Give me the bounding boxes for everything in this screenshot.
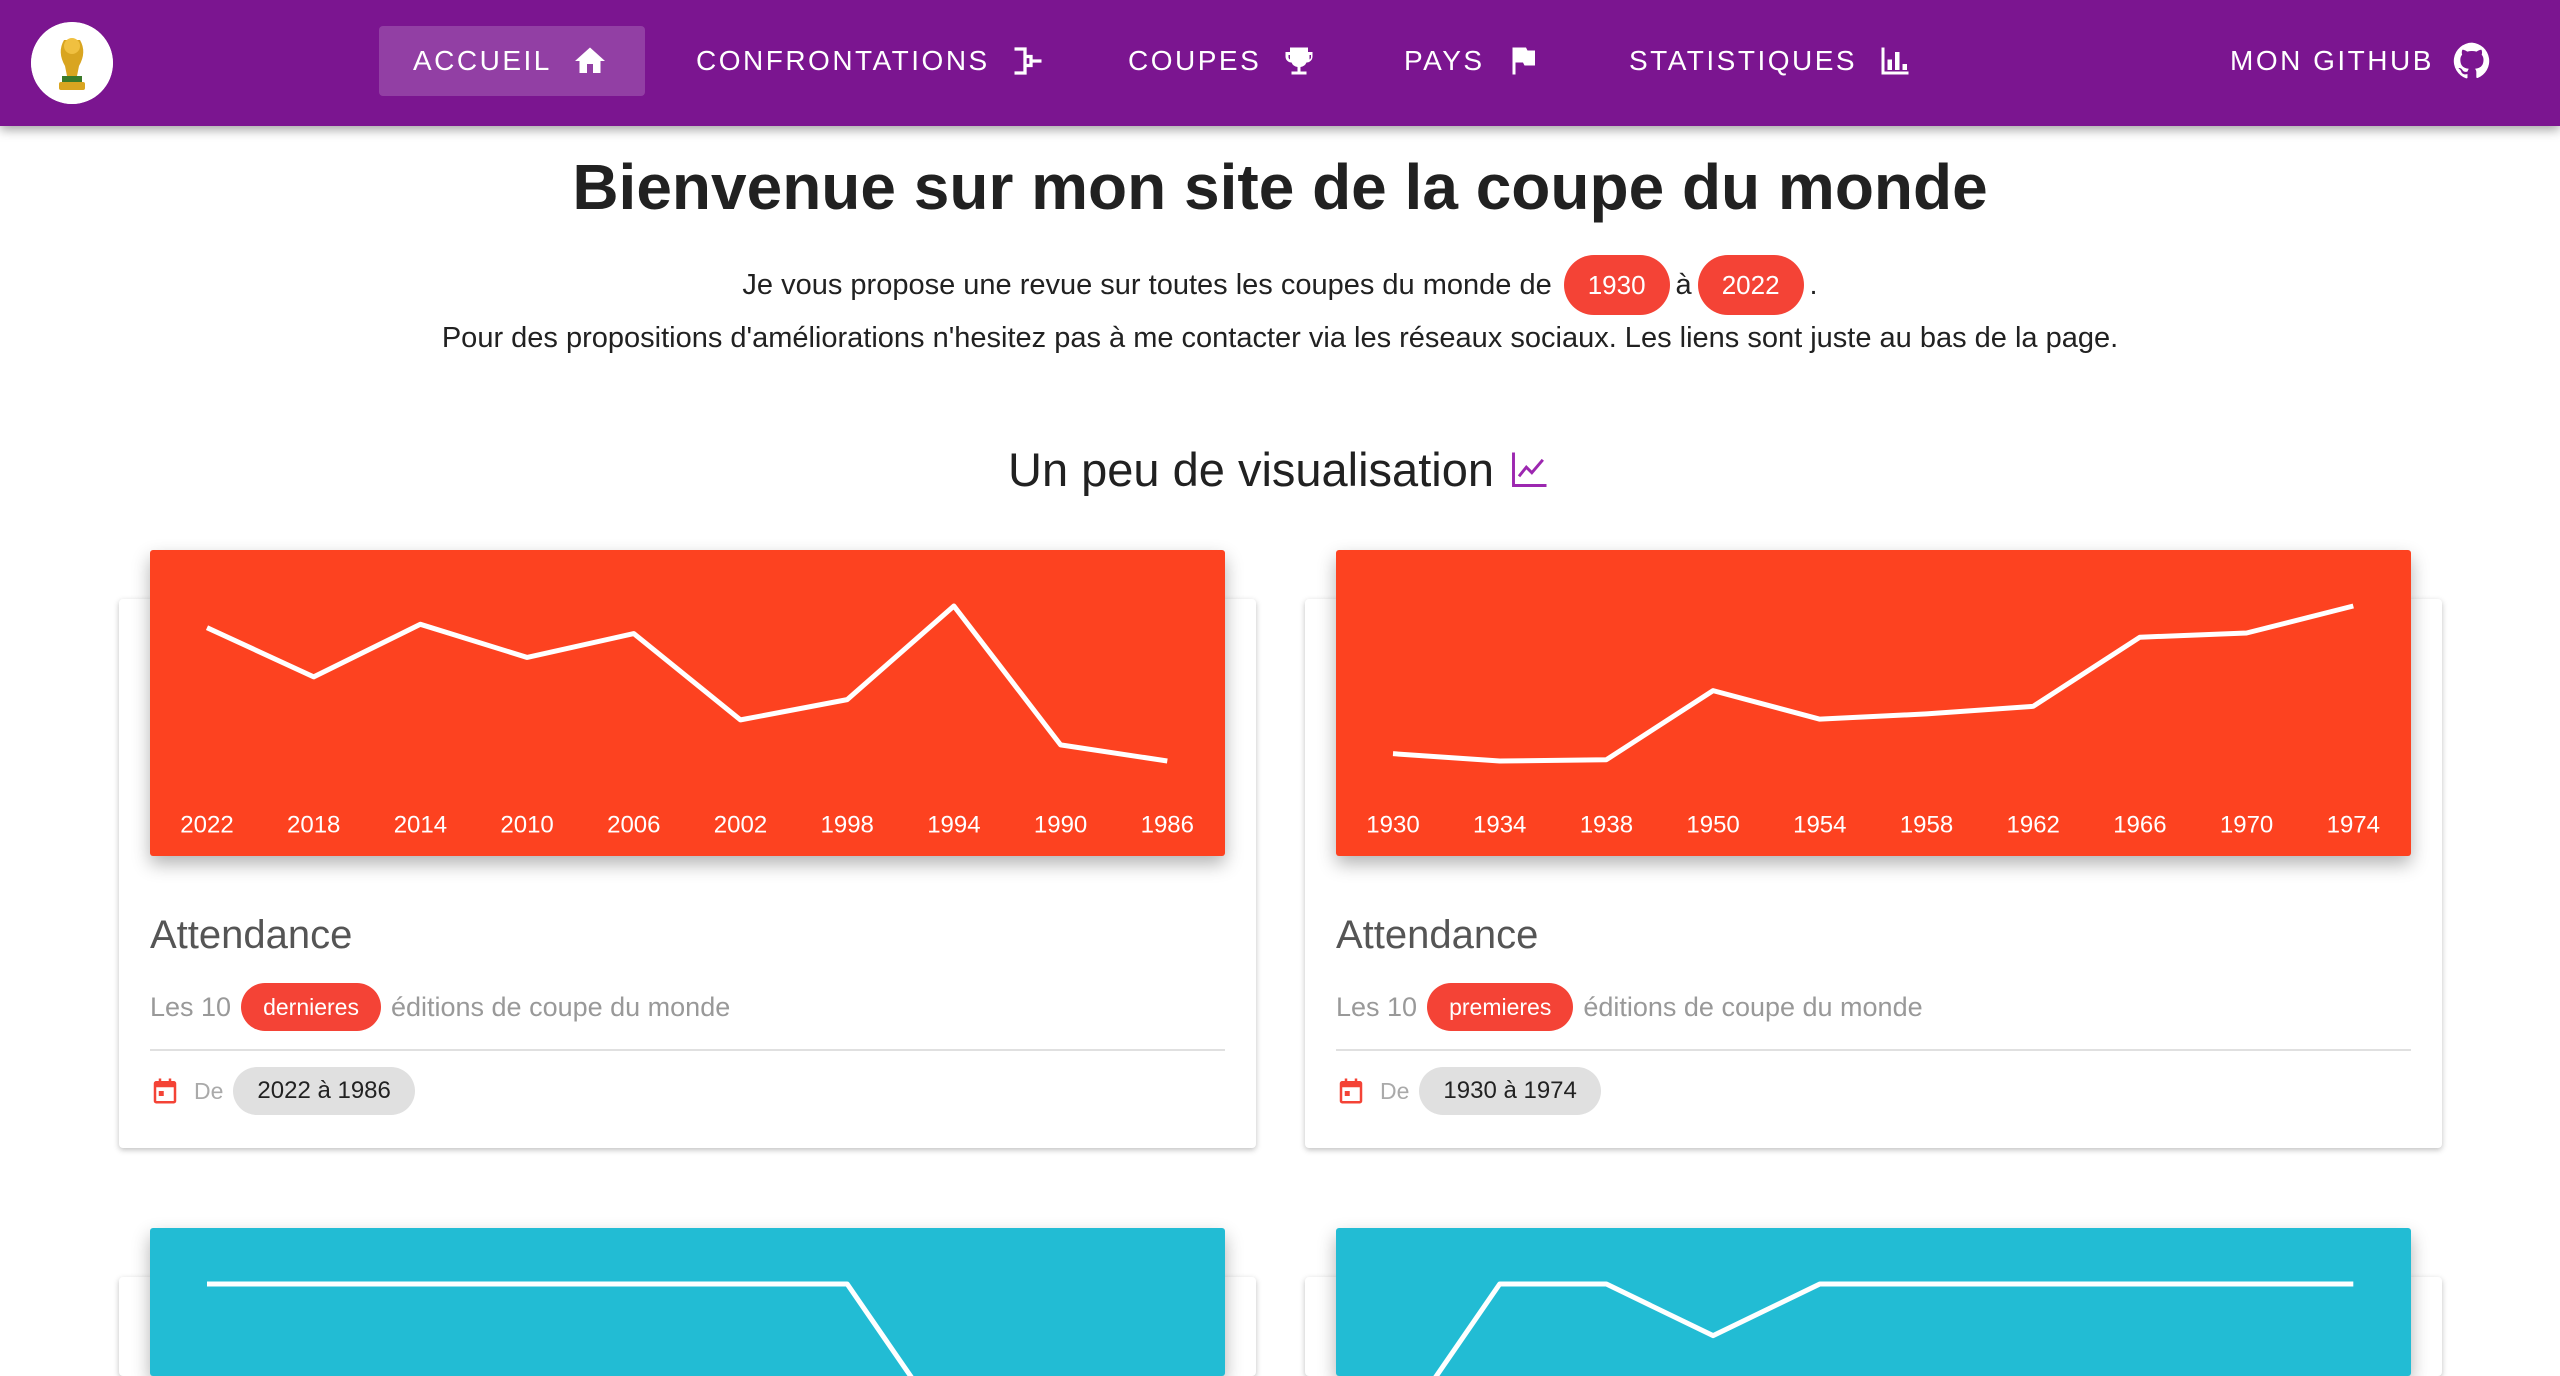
chart-header: [150, 1228, 1225, 1376]
nav-label[interactable]: COUPES: [1128, 45, 1262, 76]
card-subtitle: Les 10 premieres éditions de coupe du mond…: [1336, 983, 1923, 1031]
chart-header: 1930 1934 1938 1950 1954 1958 1962 1966 1970 1974: [1336, 550, 2411, 856]
card-title: Attendance: [150, 913, 353, 957]
x-tick-label: 2018: [287, 811, 340, 838]
x-tick-label: 2022: [180, 811, 233, 838]
intro: Je vous propose une revue sur toutes les…: [0, 255, 2560, 315]
nav-statistiques[interactable]: STATISTIQUES: [1629, 26, 1915, 96]
year-chip: 1930: [1563, 255, 1670, 315]
x-tick-label: 1938: [1580, 811, 1633, 838]
x-tick-label: 1950: [1686, 811, 1739, 838]
highlight-chip: premieres: [1427, 983, 1574, 1031]
x-tick-label: 1994: [927, 811, 980, 838]
card-date: De 1930 à 1974: [1336, 1067, 1601, 1115]
date-prefix: De: [194, 1077, 224, 1104]
contact-text: Pour des propositions d'améliorations n'…: [441, 322, 2119, 354]
chart-header: 2022 2018 2014 2010 2006 2002 1998 1994 1990 1986: [150, 550, 1225, 856]
x-tick-label: 2006: [607, 811, 660, 838]
home-icon: [574, 47, 605, 73]
nav-label[interactable]: CONFRONTATIONS: [696, 45, 990, 76]
nav-accueil[interactable]: ACCUEIL: [413, 26, 610, 96]
divider: [1336, 1049, 2411, 1051]
subtitle-text: Les 10: [1336, 991, 1418, 1022]
intro-text: Je vous propose une revue sur toutes les…: [742, 268, 1552, 301]
chart-header: [1336, 1228, 2411, 1376]
x-tick-label: 1974: [2327, 811, 2380, 838]
github-icon: [2453, 42, 2490, 79]
section-title: Un peu de visualisation: [1008, 442, 1494, 496]
calendar-shape: [1339, 1078, 1363, 1104]
nav-confrontations[interactable]: CONFRONTATIONS: [696, 26, 1048, 96]
x-tick-label: 1958: [1900, 811, 1953, 838]
data-line: [207, 1281, 914, 1376]
chart: 1930 1934 1938 1950 1954 1958 1962 1966 1970 1974: [1366, 603, 2380, 838]
card-title: Attendance: [1336, 913, 1539, 957]
x-tick-label: 1934: [1473, 811, 1526, 838]
highlight-chip: dernieres: [241, 983, 381, 1031]
chart-icon: [1512, 452, 1547, 487]
chart: [207, 1281, 914, 1376]
card-subtitle: Les 10 dernieres éditions de coupe du mond…: [150, 983, 730, 1031]
nav-label[interactable]: MON GITHUB: [2230, 45, 2434, 76]
x-tick-label: 1966: [2113, 811, 2166, 838]
card-date: De 2022 à 1986: [150, 1067, 415, 1115]
bracket-icon: [1014, 47, 1042, 75]
stats-icon: [1881, 47, 1909, 75]
date-range-chip: 2022 à 1986: [233, 1067, 415, 1115]
subtitle-text: Les 10: [150, 991, 232, 1022]
flag-icon: [1512, 47, 1535, 75]
logo[interactable]: [31, 22, 113, 104]
calendar-icon: [1339, 1078, 1363, 1104]
x-tick-label: 1954: [1793, 811, 1846, 838]
nav-coupes[interactable]: COUPES: [1128, 26, 1319, 96]
data-line: [1392, 603, 2354, 764]
navbar: ACCUEIL CONFRONTATIONS COUPES PAYS STATI…: [0, 0, 2560, 126]
subtitle-text: éditions de coupe du monde: [390, 991, 731, 1022]
x-tick-label: 2002: [714, 811, 767, 838]
year-chip: 2022: [1697, 255, 1804, 315]
x-tick-label: 1998: [821, 811, 874, 838]
x-tick-label: 1990: [1034, 811, 1087, 838]
x-tick-label: 1962: [2007, 811, 2060, 838]
nav-github[interactable]: MON GITHUB: [2230, 26, 2492, 96]
nav-label[interactable]: STATISTIQUES: [1629, 45, 1858, 76]
intro-text: à: [1675, 268, 1692, 301]
x-tick-label: 1970: [2220, 811, 2273, 838]
calendar-shape: [153, 1078, 177, 1104]
chart: [1433, 1281, 2354, 1376]
x-tick-label: 1930: [1366, 811, 1419, 838]
intro-text: .: [1809, 268, 1818, 301]
trophy-icon: [1285, 47, 1313, 75]
chart: 2022 2018 2014 2010 2006 2002 1998 1994 1990 1986: [180, 603, 1194, 838]
x-tick-label: 2014: [394, 811, 447, 838]
nav-label[interactable]: PAYS: [1404, 45, 1485, 76]
data-line: [1433, 1281, 2354, 1376]
subtitle-text: éditions de coupe du monde: [1583, 991, 1923, 1022]
nav-label[interactable]: ACCUEIL: [413, 45, 552, 76]
calendar-icon: [153, 1078, 177, 1104]
date-prefix: De: [1380, 1077, 1410, 1104]
nav-pays[interactable]: PAYS: [1404, 26, 1543, 96]
x-tick-label: 2010: [500, 811, 553, 838]
section-heading: Un peu de visualisation: [0, 438, 2560, 500]
page-title: Bienvenue sur mon site de la coupe du mo…: [572, 151, 1988, 223]
date-range-chip: 1930 à 1974: [1419, 1067, 1601, 1115]
x-tick-label: 1986: [1141, 811, 1194, 838]
divider: [150, 1049, 1225, 1051]
data-line: [205, 603, 1168, 764]
